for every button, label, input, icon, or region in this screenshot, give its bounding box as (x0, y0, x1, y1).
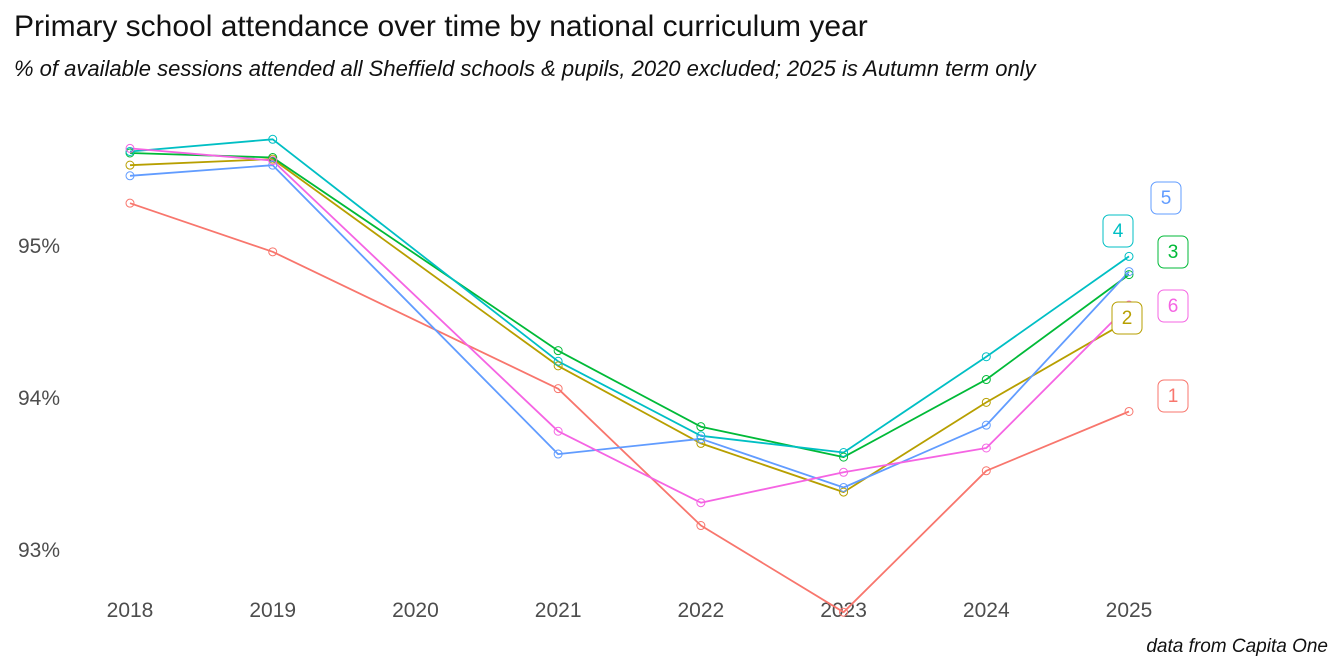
end-label-2: 2 (1111, 301, 1143, 335)
data-point (553, 356, 563, 366)
data-point (981, 397, 991, 407)
data-point (268, 134, 278, 144)
end-label-5: 5 (1150, 181, 1182, 215)
end-label-1: 1 (1157, 379, 1189, 413)
end-label-6: 6 (1157, 289, 1189, 323)
end-label-3: 3 (1157, 235, 1189, 269)
data-point (839, 452, 849, 462)
end-label-text: 3 (1168, 242, 1179, 263)
end-label-text: 1 (1168, 386, 1179, 407)
chart-subtitle: % of available sessions attended all She… (14, 56, 1036, 81)
end-label-4: 4 (1102, 214, 1134, 248)
data-point (696, 521, 706, 531)
data-point (268, 247, 278, 257)
end-label-box (1157, 235, 1189, 269)
chart-title: Primary school attendance over time by n… (14, 10, 868, 43)
end-label-box (1157, 379, 1189, 413)
x-tick-label: 2022 (677, 599, 724, 622)
series-line-6 (129, 147, 1130, 504)
chart-caption: data from Capita One (1146, 636, 1328, 657)
series-line-3 (129, 152, 1130, 458)
y-tick-label: 93% (18, 539, 60, 562)
data-point (268, 160, 278, 170)
data-point (1124, 406, 1134, 416)
data-point (839, 448, 849, 458)
x-axis-ticks: 2018 2019 2020 2021 2022 2023 2024 2025 (107, 599, 1153, 622)
data-point (553, 346, 563, 356)
data-point (696, 422, 706, 432)
end-label-text: 5 (1161, 188, 1172, 209)
x-tick-label: 2018 (107, 599, 154, 622)
series-line-1 (129, 202, 1130, 614)
data-point (839, 467, 849, 477)
data-point (1124, 270, 1134, 280)
end-label-text: 4 (1113, 221, 1124, 242)
x-tick-label: 2025 (1106, 599, 1153, 622)
data-point (553, 449, 563, 459)
series-end-labels: 1 2 3 4 5 6 (1102, 181, 1189, 413)
data-point (839, 483, 849, 493)
series-line-5 (129, 164, 1130, 489)
x-tick-label: 2019 (249, 599, 296, 622)
x-tick-label: 2020 (392, 599, 439, 622)
data-point (1124, 267, 1134, 277)
y-axis-ticks: 93% 94% 95% (18, 235, 60, 562)
x-tick-label: 2021 (535, 599, 582, 622)
y-tick-label: 94% (18, 387, 60, 410)
end-label-box (1111, 301, 1143, 335)
data-point (125, 198, 135, 208)
end-label-box (1102, 214, 1134, 248)
data-point (696, 431, 706, 441)
end-label-box (1150, 181, 1182, 215)
data-point (553, 361, 563, 371)
end-label-text: 2 (1122, 308, 1133, 329)
data-point (839, 487, 849, 497)
data-point (553, 426, 563, 436)
data-point (125, 146, 135, 156)
data-point (1124, 251, 1134, 261)
data-point (981, 420, 991, 430)
series-lines (129, 138, 1130, 614)
data-point (981, 375, 991, 385)
end-label-box (1157, 289, 1189, 323)
data-point (125, 160, 135, 170)
data-point (125, 143, 135, 153)
data-point (981, 466, 991, 476)
x-tick-label: 2024 (963, 599, 1010, 622)
data-point (839, 607, 849, 617)
series-line-4 (129, 138, 1130, 454)
y-tick-label: 95% (18, 235, 60, 258)
series-line-2 (129, 158, 1130, 493)
data-point (696, 434, 706, 444)
data-point (268, 156, 278, 166)
data-point (553, 384, 563, 394)
end-label-text: 6 (1168, 296, 1179, 317)
data-point (696, 498, 706, 508)
series-points (125, 134, 1134, 617)
data-point (981, 443, 991, 453)
data-point (125, 171, 135, 181)
data-point (981, 352, 991, 362)
